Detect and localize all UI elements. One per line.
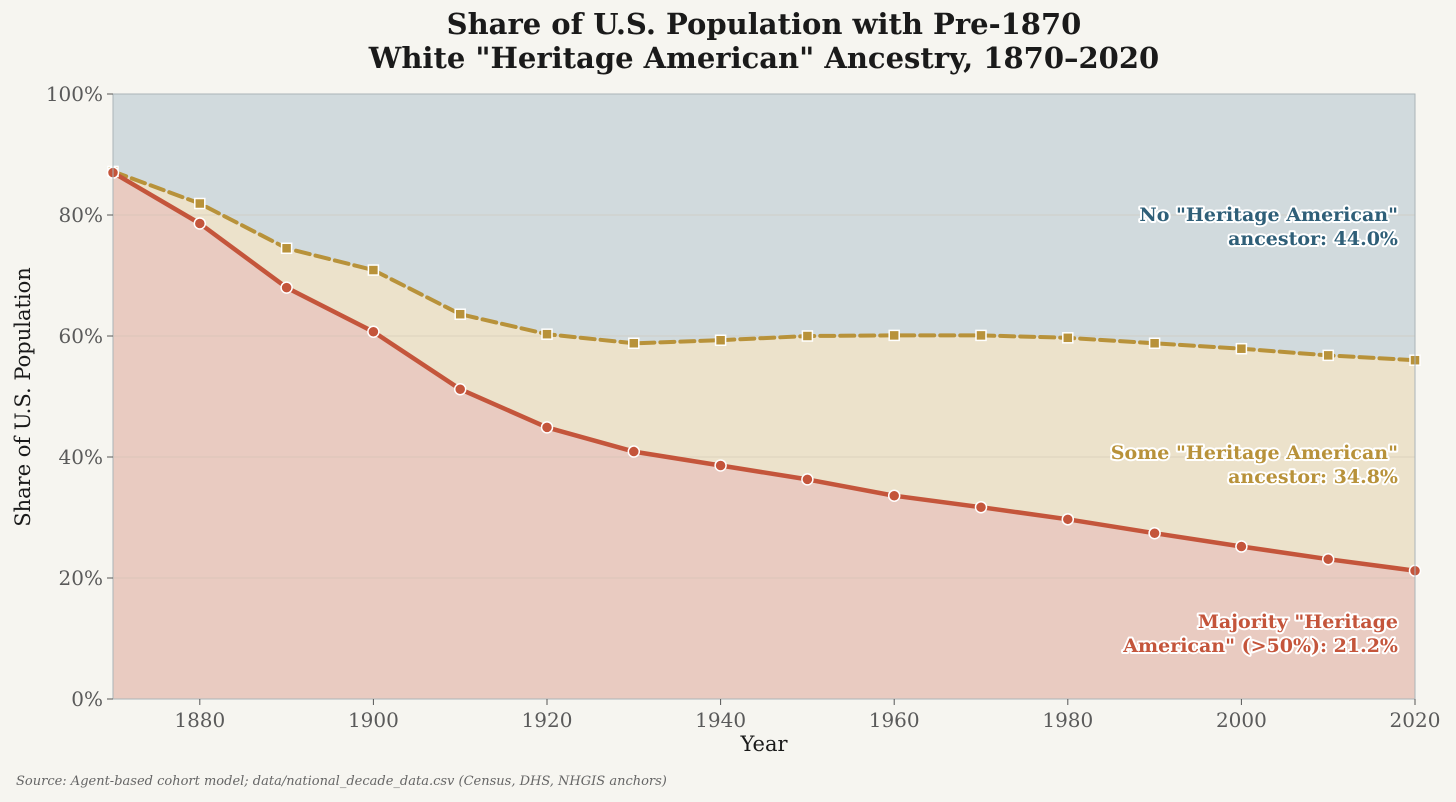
y-tick-label: 60% bbox=[59, 324, 103, 348]
x-tick-label: 1920 bbox=[522, 708, 573, 732]
marker-square bbox=[541, 328, 553, 340]
y-tick-label: 20% bbox=[59, 566, 103, 590]
marker-circle bbox=[627, 445, 641, 458]
y-tick-label: 0% bbox=[71, 687, 103, 711]
series-line-majority bbox=[110, 170, 1418, 573]
x-tick-label: 1880 bbox=[174, 708, 225, 732]
axes: 0% 20% 40% 60% 80% 100% 1880 1900 1920 1940 1960 19… bbox=[46, 82, 1441, 732]
marker-square bbox=[1235, 342, 1248, 355]
series-line-some-or-more bbox=[111, 169, 1417, 363]
annotation-some-line1: Some "Heritage American" bbox=[1111, 442, 1398, 464]
annotation-some-line2: ancestor: 34.8% bbox=[1228, 466, 1398, 488]
marker-square bbox=[975, 329, 987, 342]
annotation-majority-line2: American" (>50%): 21.2% bbox=[1122, 635, 1398, 657]
annotation-majority-line1: Majority "Heritage bbox=[1198, 611, 1398, 633]
x-axis-label: Year bbox=[739, 732, 788, 756]
marker-square bbox=[280, 242, 293, 255]
area-majority-fill bbox=[113, 172, 1415, 700]
series-lines bbox=[110, 169, 1418, 573]
marker-circle bbox=[1148, 526, 1161, 540]
marker-circle bbox=[1235, 540, 1248, 553]
annotation-none-line1: No "Heritage American" bbox=[1139, 204, 1398, 226]
marker-square bbox=[801, 330, 814, 342]
marker-circle bbox=[453, 382, 467, 396]
marker-circle bbox=[367, 325, 380, 339]
marker-square bbox=[367, 264, 380, 276]
gridlines bbox=[113, 214, 1415, 579]
marker-circle bbox=[887, 489, 901, 502]
annotation-some: Some "Heritage American" ancestor: 34.8% bbox=[1109, 440, 1400, 490]
chart-title-line2: White "Heritage American" Ancestry, 1870… bbox=[368, 41, 1159, 75]
marker-square bbox=[1062, 332, 1074, 344]
marker-circle bbox=[714, 459, 727, 472]
marker-circle bbox=[280, 281, 293, 294]
x-tick-label: 1900 bbox=[348, 708, 399, 732]
marker-square bbox=[888, 329, 900, 342]
marker-square bbox=[194, 197, 206, 210]
marker-circle bbox=[540, 421, 554, 434]
plot-frame bbox=[112, 93, 1416, 700]
annotation-none-line2: ancestor: 44.0% bbox=[1228, 228, 1398, 250]
marker-circle bbox=[1061, 513, 1075, 526]
marker-square bbox=[714, 334, 727, 346]
y-axis-label: Share of U.S. Population bbox=[11, 267, 35, 527]
marker-circle bbox=[1321, 552, 1335, 566]
y-tick-label: 80% bbox=[59, 203, 103, 227]
y-tick-label: 40% bbox=[59, 445, 103, 469]
marker-circle bbox=[974, 500, 988, 514]
marker-circle bbox=[193, 217, 207, 230]
source-note: Source: Agent-based cohort model; data/n… bbox=[16, 774, 667, 789]
area-fills bbox=[113, 94, 1415, 700]
marker-square bbox=[628, 337, 640, 350]
marker-circle bbox=[801, 473, 814, 486]
x-tick-label: 2000 bbox=[1216, 708, 1267, 732]
x-tick-label: 1940 bbox=[695, 708, 746, 732]
chart-title-line1: Share of U.S. Population with Pre-1870 bbox=[447, 7, 1082, 41]
annotation-majority: Majority "Heritage American" (>50%): 21.… bbox=[1120, 609, 1400, 659]
y-tick-label: 100% bbox=[46, 82, 103, 106]
x-tick-label: 1980 bbox=[1042, 708, 1093, 732]
x-tick-label: 2020 bbox=[1390, 708, 1441, 732]
annotation-none: No "Heritage American" ancestor: 44.0% bbox=[1137, 202, 1400, 252]
marker-square bbox=[1322, 349, 1334, 362]
x-tick-label: 1960 bbox=[869, 708, 920, 732]
marker-square bbox=[1148, 337, 1161, 350]
chart-title: Share of U.S. Population with Pre-1870 W… bbox=[368, 7, 1159, 75]
marker-square bbox=[454, 308, 466, 320]
